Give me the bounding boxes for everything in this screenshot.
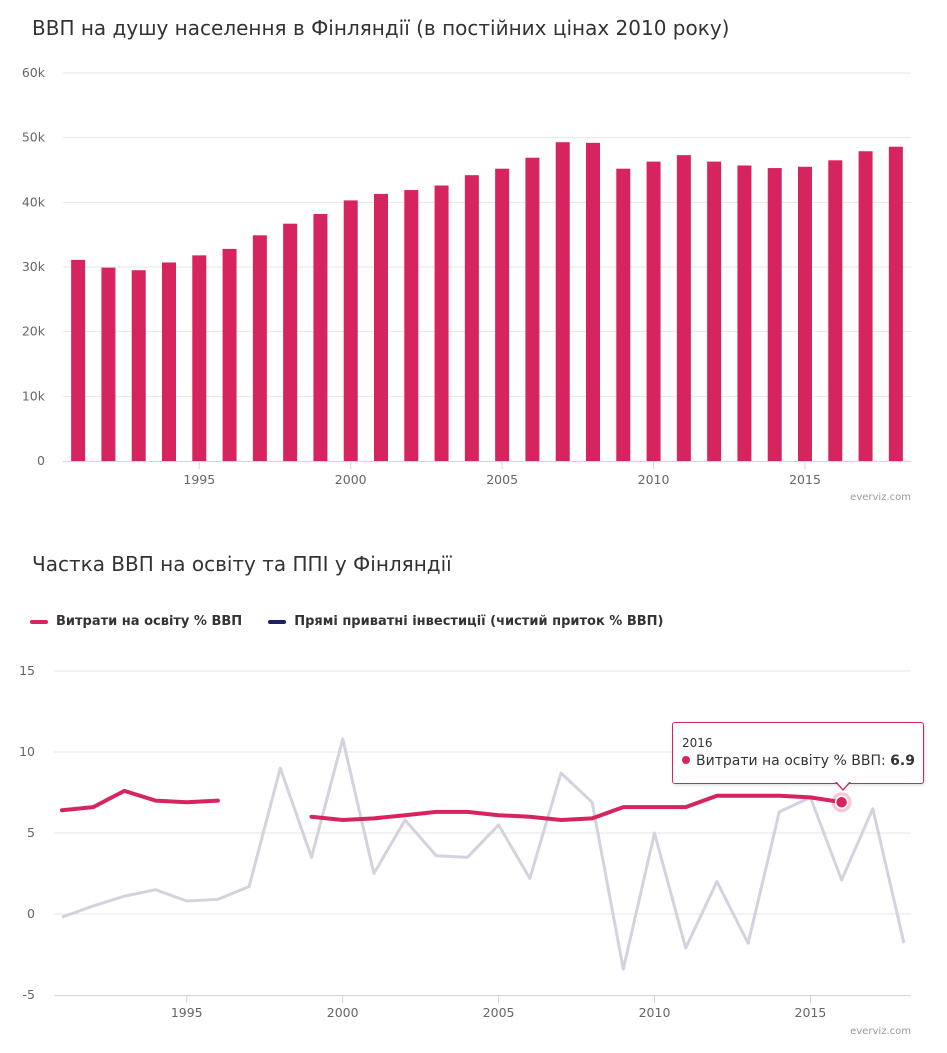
bar: [676, 155, 691, 462]
bar: [374, 193, 388, 461]
x-tick-label: 2015: [795, 1005, 827, 1020]
bar: [252, 235, 267, 461]
bar: [646, 161, 661, 462]
tooltip-value: 6.9: [890, 753, 915, 769]
bar: [888, 146, 903, 461]
x-tick-label: 2005: [486, 472, 518, 487]
x-tick-label: 2005: [483, 1005, 515, 1020]
y-tick-label: 15: [19, 663, 35, 678]
y-tick-label: 0: [37, 453, 45, 468]
bar: [737, 165, 752, 461]
tooltip-line: Витрати на освіту % ВВП: 6.9: [682, 753, 915, 769]
bar: [313, 213, 328, 461]
tooltip-arrow: [835, 781, 851, 791]
bar: [586, 142, 600, 461]
credit-label: everviz.com: [850, 1026, 911, 1037]
bar: [798, 166, 812, 461]
tooltip-label: Витрати на освіту % ВВП:: [696, 753, 891, 769]
x-tick-label: 1995: [171, 1005, 203, 1020]
legend-label-fdi: Прямі приватні інвестиції (чистий приток…: [294, 614, 664, 629]
y-tick-label: 10k: [22, 388, 46, 403]
y-tick-label: 50k: [22, 130, 46, 145]
x-tick-label: 2000: [327, 1005, 359, 1020]
education-series-line: [60, 788, 220, 813]
gdp-bar-plot: 0 10k 20k 30k 40k 50k 60k 1995 2000 2005 2010 2015 e…: [22, 65, 911, 503]
bar: [343, 200, 358, 462]
y-tick-label: 60k: [22, 65, 46, 80]
bar: [101, 267, 116, 461]
credit-label: everviz.com: [850, 492, 911, 503]
bar: [858, 151, 873, 461]
education-fdi-line-plot: -5 0 5 10 15 1995 2000 2005 2010 2015 everviz.com: [19, 663, 911, 1037]
y-tick-label: -5: [23, 987, 35, 1002]
bar: [71, 259, 86, 461]
bar: [283, 223, 298, 461]
legend-item-education[interactable]: Витрати на освіту % ВВП: [30, 614, 242, 629]
chart-title: ВВП на душу населення в Фінляндії (в пос…: [32, 16, 730, 40]
bar: [616, 168, 631, 461]
bar: [767, 168, 782, 461]
bar: [162, 262, 176, 461]
y-tick-label: 20k: [22, 324, 46, 339]
bar: [464, 175, 479, 461]
education-series-line: [309, 793, 844, 822]
x-tick-label: 1995: [183, 472, 215, 487]
tooltip-year: 2016: [682, 736, 713, 750]
legend-swatch-education: [30, 619, 48, 624]
x-tick-label: 2000: [335, 472, 367, 487]
legend-swatch-fdi: [268, 619, 287, 624]
y-tick-label: 40k: [22, 194, 46, 209]
bar: [434, 185, 449, 461]
y-tick-label: 30k: [22, 259, 46, 274]
y-tick-label: 5: [27, 825, 35, 840]
chart-title: Частка ВВП на освіту та ППІ у Фінляндії: [32, 552, 452, 576]
y-tick-label: 10: [19, 744, 35, 759]
bar: [707, 161, 722, 462]
y-tick-label: 0: [27, 906, 35, 921]
bar: [404, 190, 419, 461]
x-tick-label: 2010: [639, 1005, 671, 1020]
tooltip: 2016 Витрати на освіту % ВВП: 6.9: [672, 722, 924, 784]
hover-point: [834, 795, 849, 809]
bar: [222, 248, 237, 461]
bar: [192, 255, 207, 461]
legend-item-fdi[interactable]: Прямі приватні інвестиції (чистий приток…: [268, 614, 664, 629]
education-fdi-chart: Частка ВВП на освіту та ППІ у Фінляндії …: [0, 540, 947, 1053]
bar: [131, 270, 146, 461]
bar: [495, 168, 510, 461]
tooltip-dot-icon: [682, 756, 690, 764]
fdi-series-line: [61, 737, 906, 971]
gdp-per-capita-chart: ВВП на душу населення в Фінляндії (в пос…: [0, 0, 947, 515]
bar: [555, 142, 570, 461]
legend-label-education: Витрати на освіту % ВВП: [56, 614, 243, 629]
bar: [525, 157, 540, 462]
bar: [828, 160, 843, 462]
x-tick-label: 2010: [638, 472, 670, 487]
x-tick-label: 2015: [789, 472, 821, 487]
legend: Витрати на освіту % ВВП Прямі приватні і…: [30, 614, 664, 629]
